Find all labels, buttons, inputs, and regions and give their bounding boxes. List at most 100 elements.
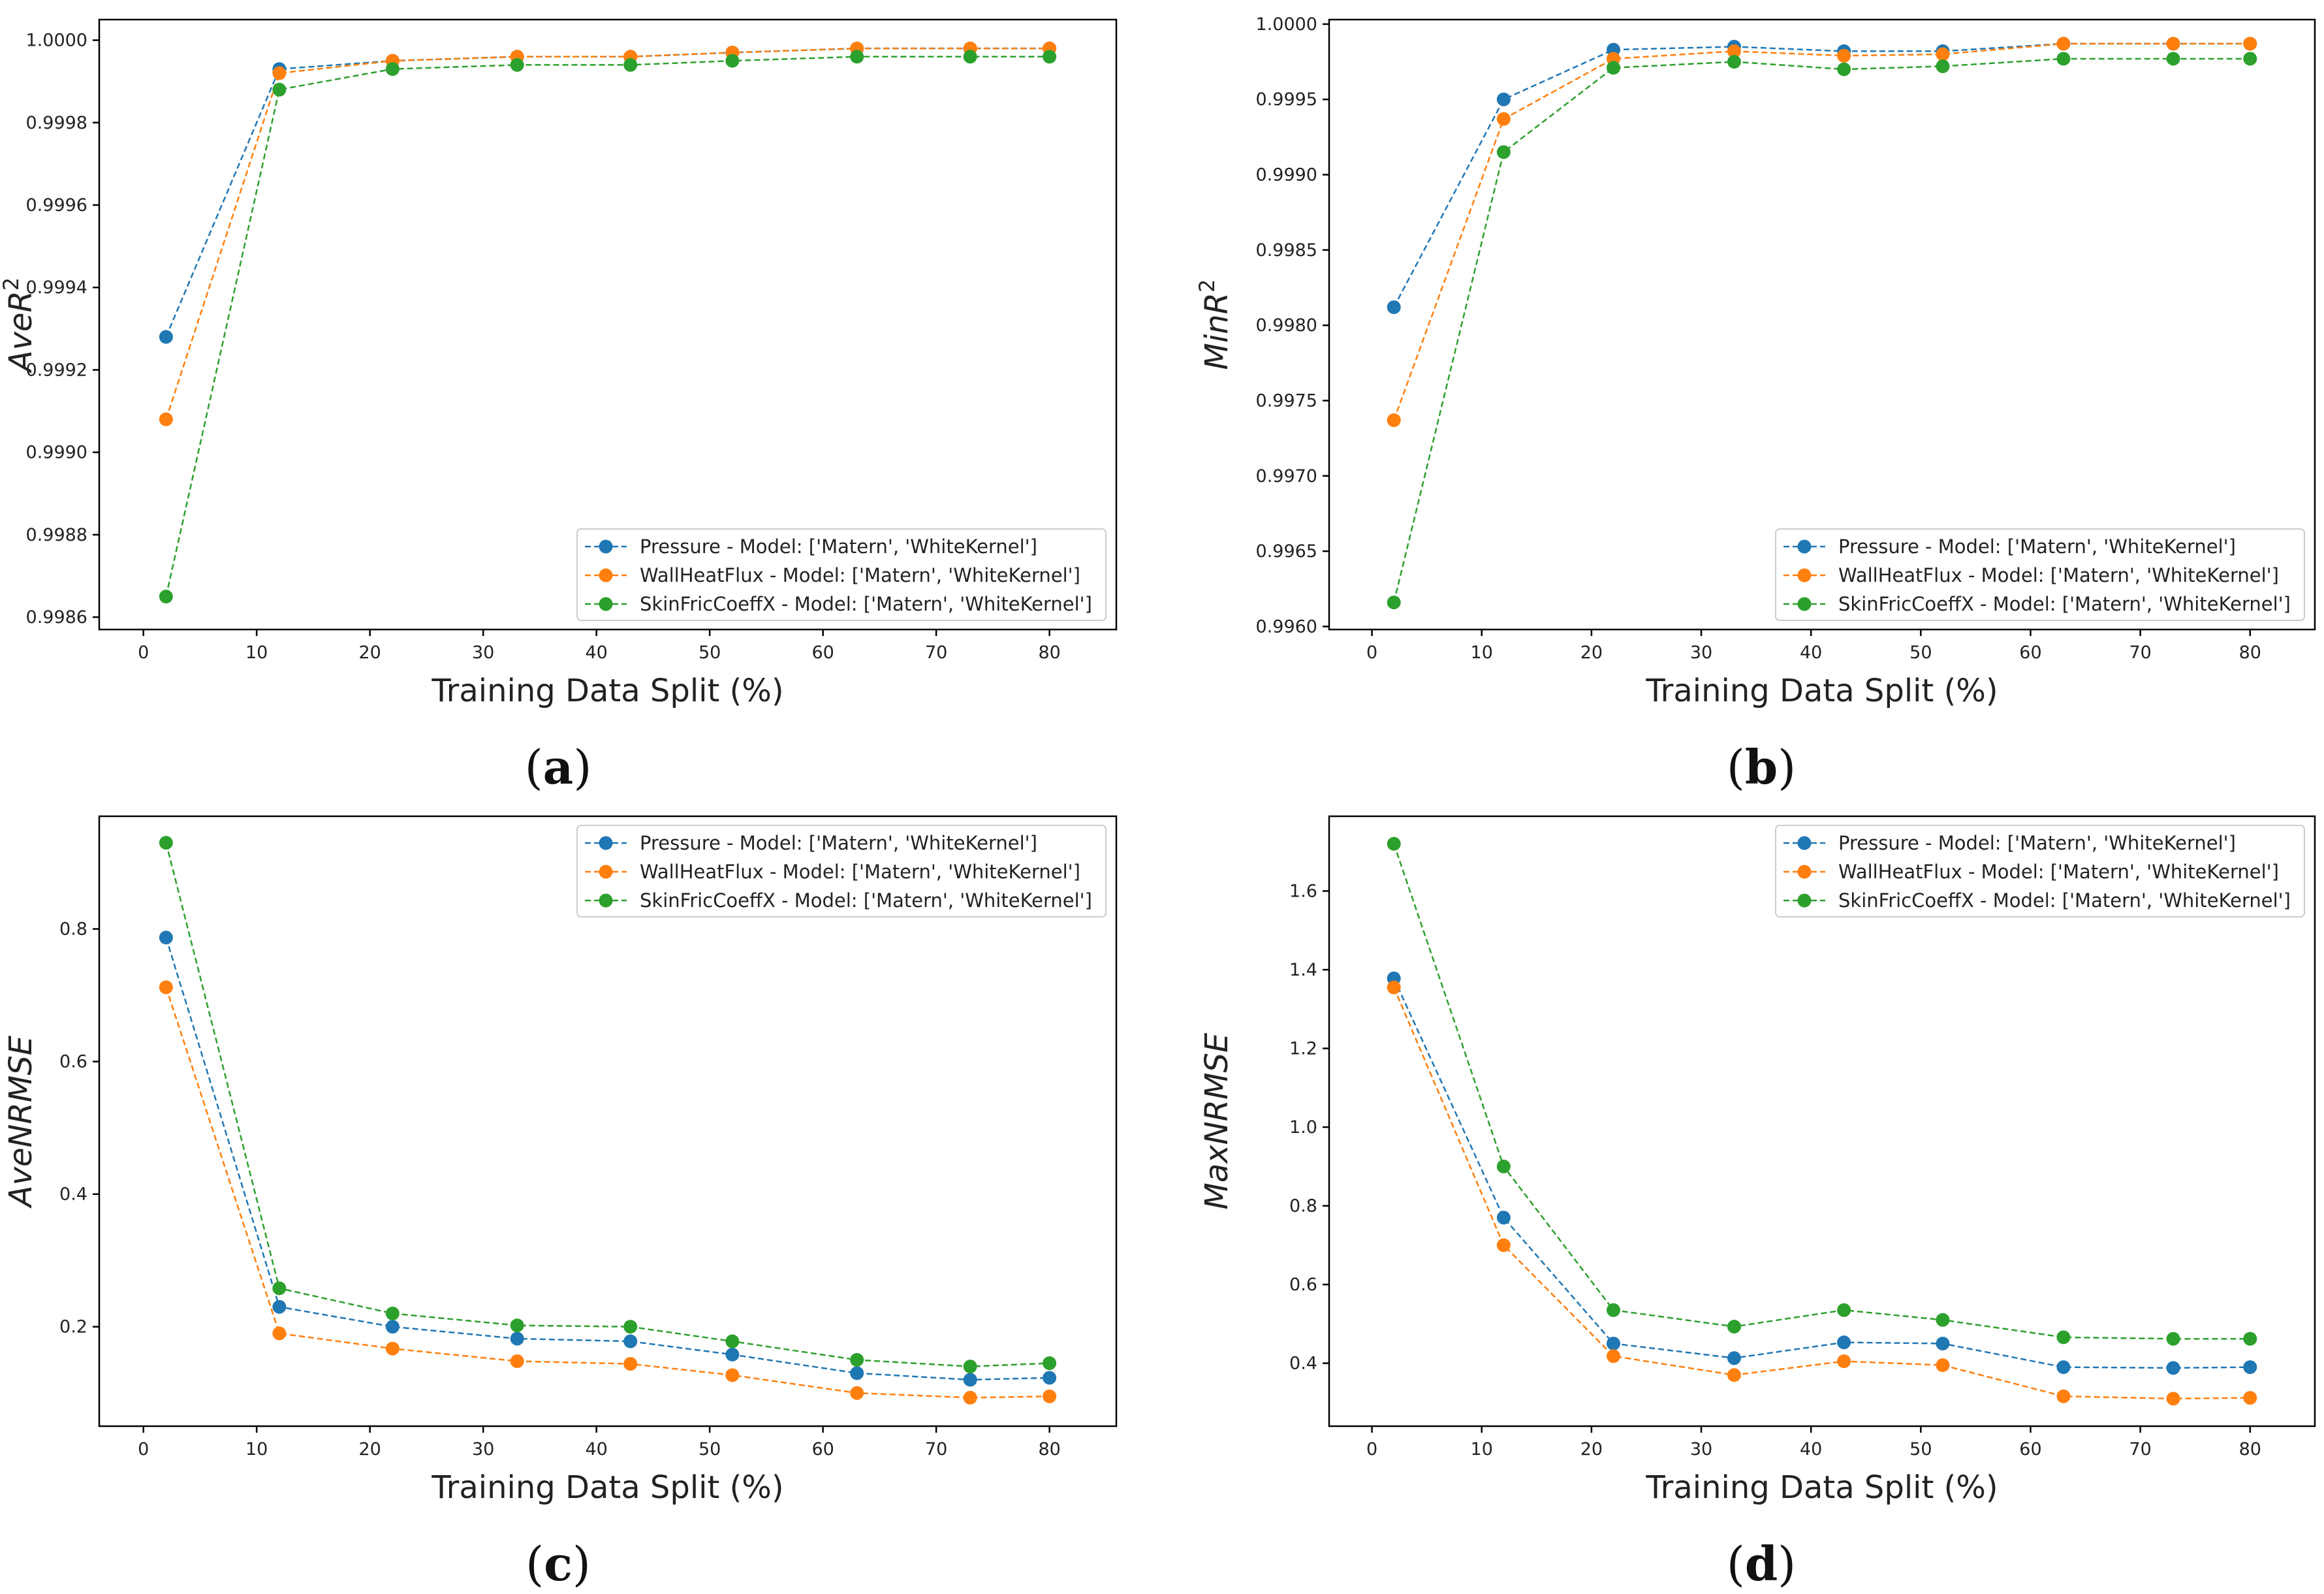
caption-open-paren: (: [526, 1537, 544, 1591]
legend-entry-label: Pressure - Model: ['Matern', 'WhiteKerne…: [640, 832, 1037, 854]
x-tick-label: 30: [472, 643, 494, 663]
data-point: [1837, 48, 1851, 63]
data-point: [159, 412, 173, 426]
y-tick-label: 0.9986: [26, 607, 87, 628]
legend-entry-label: Pressure - Model: ['Matern', 'WhiteKerne…: [1838, 535, 2236, 558]
x-tick-label: 60: [2019, 1439, 2041, 1459]
data-point: [1496, 145, 1511, 159]
x-tick-label: 80: [1038, 643, 1060, 663]
data-point: [1936, 1358, 1950, 1373]
data-point: [272, 82, 287, 97]
series-line-2: [165, 842, 1050, 1367]
x-tick-label: 0: [1366, 1439, 1377, 1459]
data-point: [1496, 92, 1511, 106]
y-tick-label: 0.9990: [26, 443, 87, 463]
x-tick-label: 20: [358, 643, 381, 663]
data-point: [1043, 1389, 1057, 1403]
x-tick-label: 10: [245, 1439, 268, 1459]
legend-box: [576, 825, 1107, 917]
y-tick-label: 1.2: [1289, 1039, 1317, 1059]
y-axis-label-superscript: 2: [0, 278, 24, 291]
x-tick-label: 60: [811, 643, 834, 663]
y-axis-label-base: MinR: [1199, 293, 1235, 370]
data-point: [272, 1281, 287, 1296]
y-tick-label: 0.8: [1289, 1196, 1317, 1217]
y-tick-label: 0.8: [59, 919, 87, 940]
legend-marker-1: [599, 568, 613, 582]
caption-close-paren: ): [1778, 740, 1796, 795]
data-point: [1727, 1368, 1741, 1382]
series-line-1: [165, 47, 1050, 420]
data-point: [2243, 37, 2257, 51]
series-line-1: [1393, 42, 2250, 421]
data-point: [850, 1386, 864, 1400]
data-point: [1837, 1354, 1851, 1369]
x-tick-label: 30: [1690, 1439, 1712, 1459]
data-point: [510, 1354, 524, 1369]
data-point: [2056, 52, 2071, 66]
y-tick-label: 0.4: [1289, 1354, 1317, 1374]
legend-entry-label: WallHeatFlux - Model: ['Matern', 'WhiteK…: [640, 564, 1080, 586]
y-axis-label: MaxNRMSE: [1199, 1032, 1235, 1209]
y-tick-label: 0.9990: [1256, 165, 1317, 185]
x-axis-label: Training Data Split (%): [1645, 673, 1998, 709]
panel-caption: (a): [525, 739, 592, 795]
data-point: [1387, 300, 1401, 314]
x-tick-label: 20: [1580, 643, 1603, 663]
data-point: [2166, 52, 2180, 66]
data-point: [623, 1357, 638, 1371]
y-tick-label: 0.9980: [1256, 315, 1317, 336]
y-tick-label: 0.9975: [1256, 391, 1317, 411]
data-point: [2166, 1331, 2180, 1346]
x-tick-label: 80: [2239, 643, 2261, 663]
data-point: [1043, 50, 1057, 64]
y-tick-label: 0.9995: [1256, 89, 1317, 110]
legend-entry-label: SkinFricCoeffX - Model: ['Matern', 'Whit…: [640, 593, 1092, 615]
legend-entry-label: WallHeatFlux - Model: ['Matern', 'WhiteK…: [1838, 861, 2279, 883]
data-point: [2243, 1331, 2257, 1346]
x-tick-label: 40: [585, 643, 607, 663]
x-tick-label: 50: [699, 1439, 721, 1459]
x-tick-label: 50: [1909, 1439, 1932, 1459]
data-point: [1727, 1351, 1741, 1365]
legend-marker-2: [599, 597, 613, 611]
caption-open-paren: (: [1727, 1537, 1745, 1591]
data-point: [1607, 1303, 1621, 1317]
plot-area-frame: [98, 815, 1118, 1427]
x-tick-label: 30: [472, 1439, 494, 1459]
series-line-0: [1393, 978, 2250, 1369]
chart-panel-d: 0 10 20 30 40 50 60 70 80 0.4 0.6 0.8 1.0 1.2 1.4 1.6 Tr…: [1199, 815, 2316, 1591]
x-axis-label: Training Data Split (%): [431, 673, 783, 709]
x-tick-label: 0: [138, 1439, 149, 1459]
legend-marker-0: [1797, 539, 1812, 554]
y-tick-label: 0.9988: [26, 525, 87, 545]
data-point: [1387, 980, 1401, 995]
data-point: [2056, 1360, 2071, 1375]
data-point: [159, 590, 173, 604]
legend-entry-label: SkinFricCoeffX - Model: ['Matern', 'Whit…: [1838, 593, 2291, 615]
data-point: [1837, 1303, 1851, 1317]
y-axis-label-base: MaxNRMSE: [1199, 1032, 1235, 1209]
data-point: [2056, 1330, 2071, 1345]
data-point: [510, 1318, 524, 1333]
data-point: [623, 1320, 638, 1334]
x-tick-label: 80: [2239, 1439, 2261, 1459]
y-tick-label: 0.9985: [1256, 240, 1317, 261]
y-tick-label: 1.0000: [26, 31, 87, 51]
data-point: [159, 980, 173, 995]
y-axis-label: AveR2: [0, 278, 39, 374]
data-point: [2243, 1360, 2257, 1375]
x-tick-label: 30: [1690, 643, 1712, 663]
x-tick-label: 50: [1909, 643, 1932, 663]
y-tick-label: 0.9996: [26, 195, 87, 215]
panel-caption: (c): [526, 1536, 591, 1591]
x-tick-label: 60: [2019, 643, 2041, 663]
y-tick-label: 1.4: [1289, 960, 1317, 980]
x-axis-label: Training Data Split (%): [431, 1469, 783, 1506]
panel-caption: (d): [1727, 1536, 1797, 1591]
data-point: [1727, 44, 1741, 58]
legend-marker-1: [1797, 568, 1812, 582]
y-tick-label: 0.6: [59, 1052, 87, 1072]
data-point: [159, 330, 173, 344]
